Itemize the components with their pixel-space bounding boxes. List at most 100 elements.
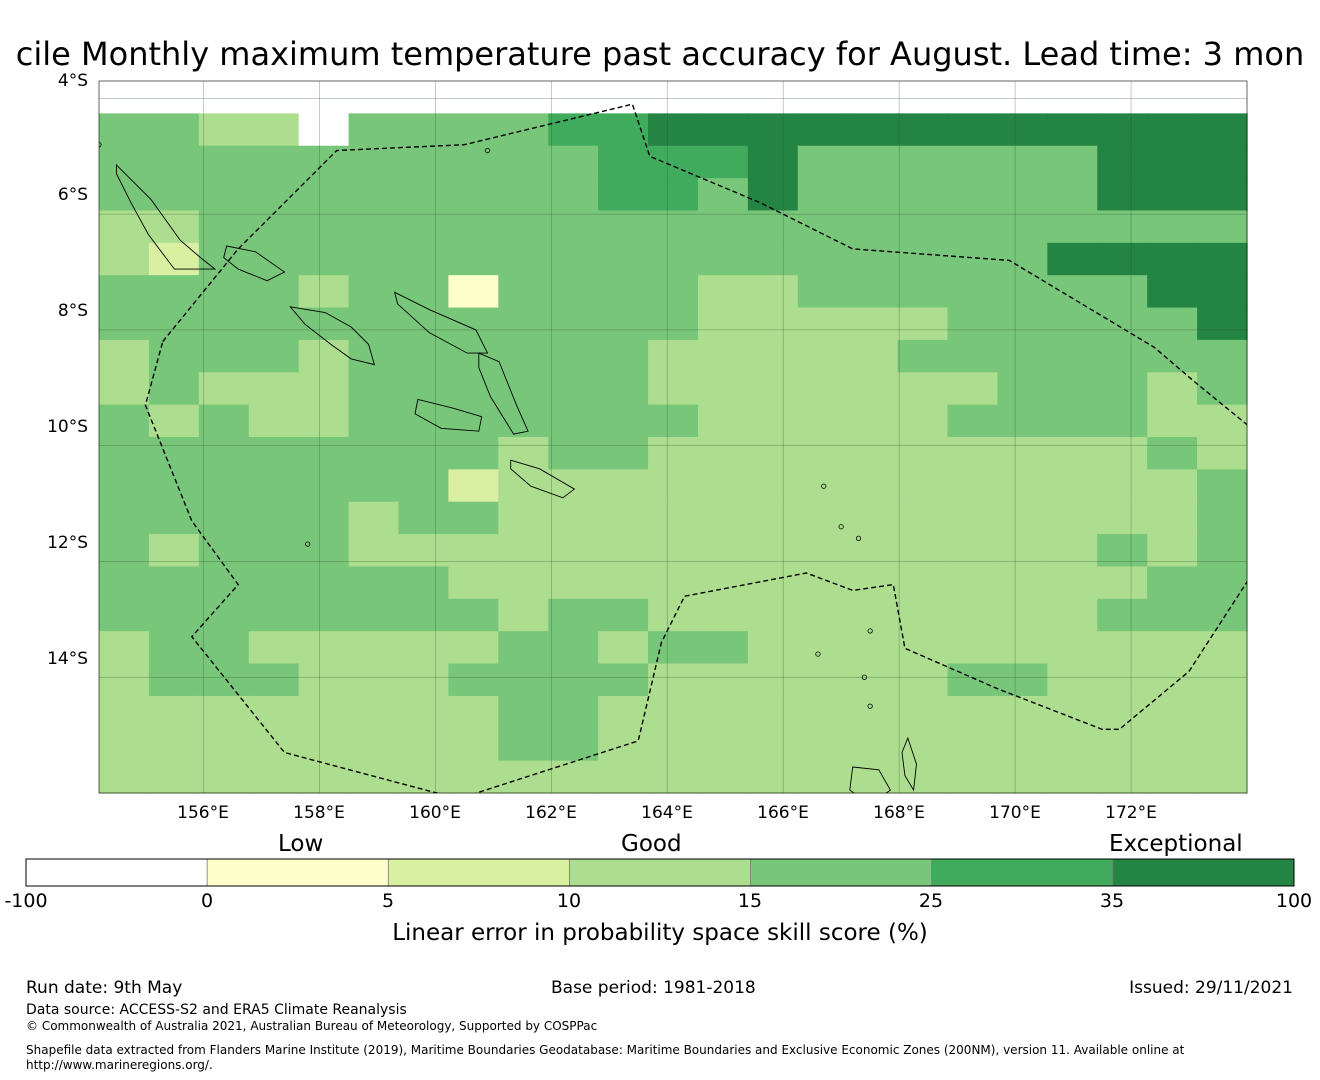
skill-cell [348,728,400,762]
island-outline [115,163,217,270]
skill-cell [1047,566,1098,600]
lat-tick-14s: 14°S [47,649,88,669]
skill-cell [248,534,300,568]
skill-cell [198,760,250,794]
skill-cell [498,307,549,341]
skill-cell [348,113,400,147]
skill-cell [498,437,549,470]
skill-cell [747,501,799,535]
skill-cell [148,598,200,632]
skill-cell [99,501,150,535]
skill-cell [99,145,150,179]
issued-date: Issued: 29/11/2021 [1129,978,1293,998]
skill-grid [99,81,1248,794]
skill-cell [1047,501,1098,535]
skill-cell [598,275,649,309]
skill-cell [747,728,799,762]
skill-cell [1197,145,1248,179]
run-date: Run date: 9th May [26,978,183,998]
skill-cell [248,339,300,373]
skill-cell [398,339,449,373]
skill-cell [747,307,799,341]
skill-cell [398,307,449,341]
skill-cell [548,566,599,600]
skill-cell [348,372,400,406]
skill-cell [648,404,699,438]
skill-cell [997,501,1048,535]
skill-cell [747,210,799,244]
skill-cell [847,695,899,729]
skill-cell [747,339,799,373]
skill-cell [198,178,250,212]
island-outline [289,306,376,366]
skill-cell [648,631,699,665]
skill-cell [997,760,1048,794]
skill-cell [198,598,250,632]
skill-cell [648,598,699,632]
skill-cell [947,469,999,503]
skill-cell [248,307,300,341]
skill-cell [348,210,400,244]
skill-cell [1047,372,1098,406]
skill-cell [997,145,1048,179]
skill-cell [448,81,499,114]
skill-cell [99,178,150,212]
lon-tick-156e: 156°E [177,803,229,823]
skill-cell [897,81,949,114]
skill-cell [997,598,1048,632]
skill-cell [148,210,200,244]
skill-cell [498,695,549,729]
skill-cell [847,339,899,373]
skill-cell [198,469,250,503]
skill-cell [947,404,999,438]
skill-cell [1197,404,1248,438]
skill-cell [1147,437,1198,470]
skill-cell [298,695,350,729]
skill-cell [648,728,699,762]
skill-cell [148,663,200,697]
lon-tick-172e: 172°E [1105,803,1157,823]
colorbar-swatch [569,859,751,886]
skill-cell [598,695,649,729]
skill-cell [1097,534,1148,568]
skill-cell [997,728,1048,762]
skill-cell [997,113,1048,147]
skill-cell [947,437,999,470]
skill-cell [298,437,350,470]
skill-cell [797,145,849,179]
skill-cell [148,307,200,341]
skill-cell [548,695,599,729]
skill-cell [747,242,799,276]
skill-cell [947,113,999,147]
skill-cell [198,145,250,179]
skill-cell [148,728,200,762]
skill-cell [99,242,150,276]
skill-cell [1197,695,1248,729]
lon-tick-162e: 162°E [525,803,577,823]
skill-cell [498,663,549,697]
skill-cell [448,372,499,406]
lon-tick-166e: 166°E [757,803,809,823]
skill-cell [947,566,999,600]
skill-cell [348,663,400,697]
skill-cell [398,145,449,179]
skill-cell [348,81,400,114]
skill-cell [498,113,549,147]
skill-cell [847,113,899,147]
lat-tick-10s: 10°S [47,417,88,437]
skill-cell [448,404,499,438]
skill-cell [1047,534,1098,568]
skill-cell [747,178,799,212]
skill-cell [1197,81,1248,114]
skill-cell [548,145,599,179]
skill-cell [298,210,350,244]
skill-cell [148,113,200,147]
skill-cell [947,307,999,341]
skill-cell [1147,534,1198,568]
skill-cell [198,307,250,341]
skill-cell [348,534,400,568]
skill-cell [99,113,150,147]
islet-outline [838,524,844,530]
skill-cell [148,372,200,406]
skill-cell [747,469,799,503]
